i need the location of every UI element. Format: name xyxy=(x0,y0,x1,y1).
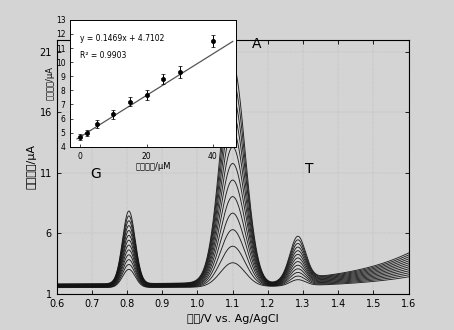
X-axis label: 碱基浓度/μM: 碱基浓度/μM xyxy=(135,162,171,171)
Text: T: T xyxy=(305,162,313,176)
Y-axis label: 响应电流/μA: 响应电流/μA xyxy=(27,144,37,189)
Y-axis label: 响应电流/μA: 响应电流/μA xyxy=(45,66,54,100)
X-axis label: 电势/V vs. Ag/AgCl: 电势/V vs. Ag/AgCl xyxy=(187,314,279,324)
Text: A: A xyxy=(252,37,262,51)
Text: G: G xyxy=(90,167,101,181)
Text: y = 0.1469x + 4.7102: y = 0.1469x + 4.7102 xyxy=(80,34,165,44)
Text: R² = 0.9903: R² = 0.9903 xyxy=(80,51,127,60)
